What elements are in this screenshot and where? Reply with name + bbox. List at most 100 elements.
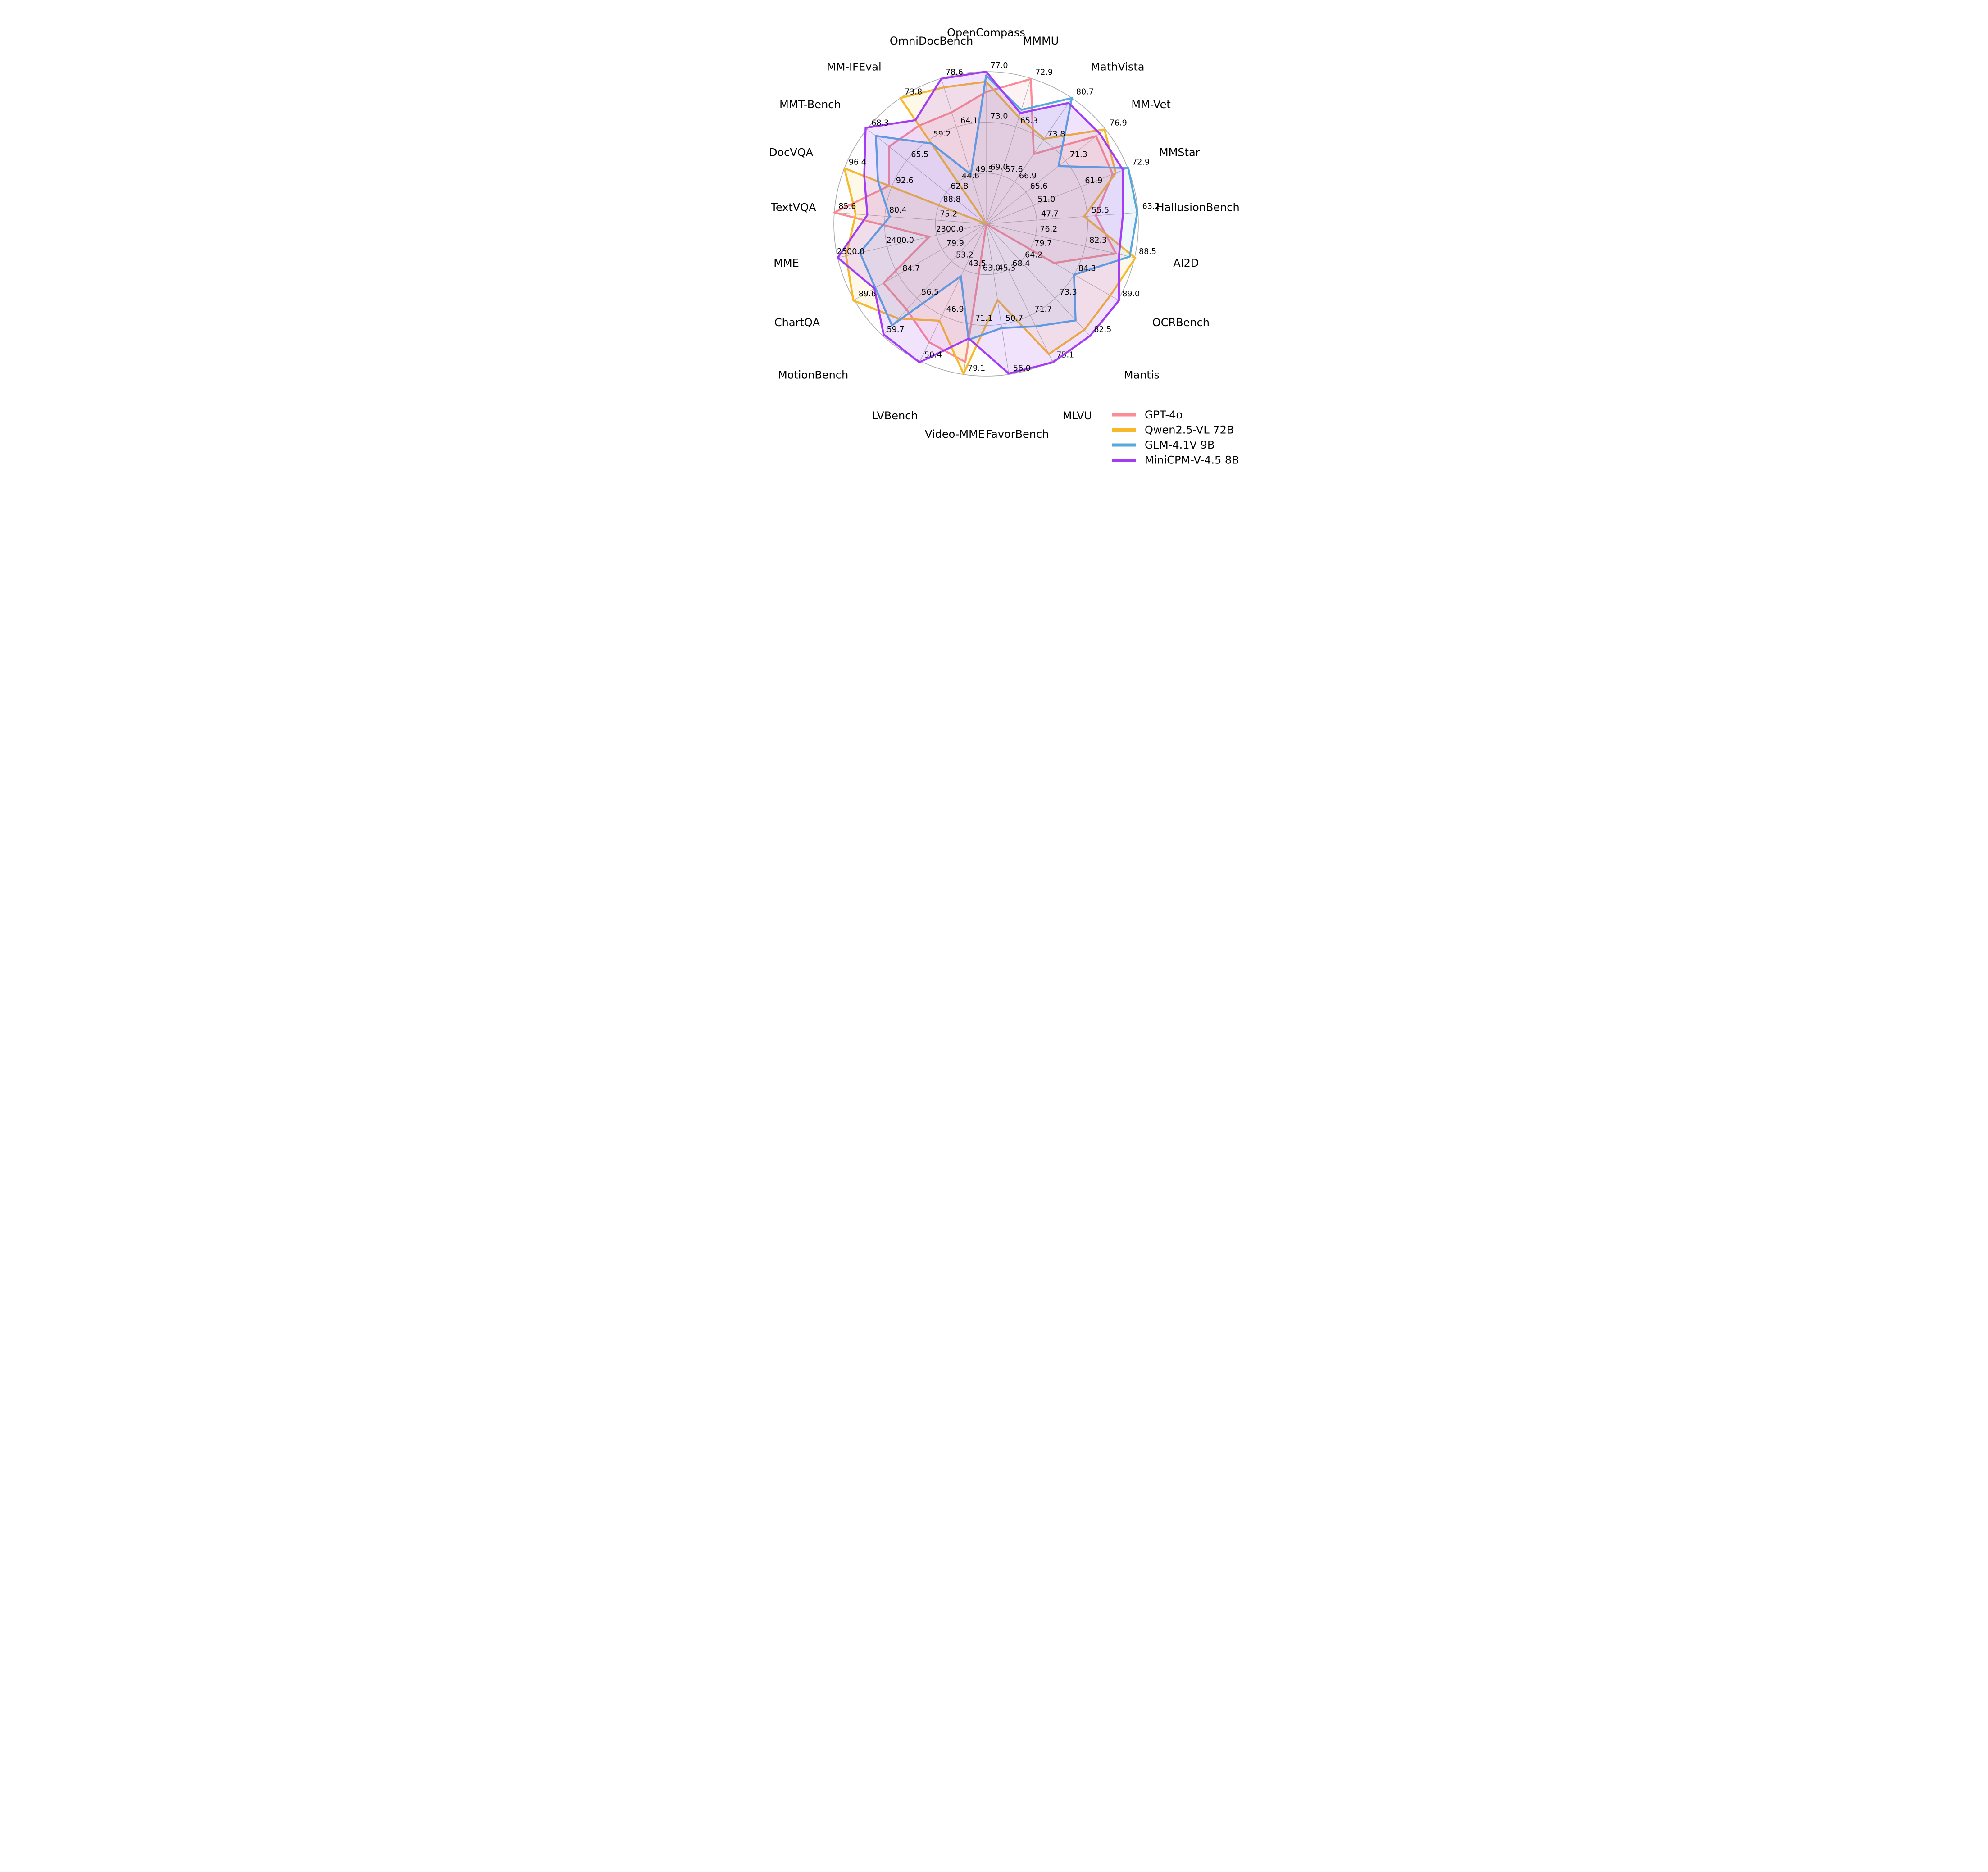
tick-label-textvqa-outer: 85.6 bbox=[838, 202, 856, 211]
radar-chart-svg: 69.0 73.0 77.0 57.6 65.3 72.9 66.9 73.8 80.7 65.6… bbox=[769, 27, 1240, 467]
axis-label-textvqa: TextVQA bbox=[770, 201, 816, 214]
axis-label-lvbench: LVBench bbox=[872, 409, 918, 422]
tick-label-mmstar-middle: 61.9 bbox=[1085, 177, 1102, 186]
tick-label-mme-inner: 2300.0 bbox=[936, 225, 964, 234]
tick-label-docvqa-outer: 96.4 bbox=[849, 158, 866, 167]
tick-label-mlvu-inner: 68.4 bbox=[1012, 259, 1030, 268]
tick-label-mm-ifeval-inner: 44.6 bbox=[962, 172, 979, 181]
tick-label-omnidocbench-inner: 49.5 bbox=[975, 165, 993, 174]
radar-figure: 69.0 73.0 77.0 57.6 65.3 72.9 66.9 73.8 80.7 65.6… bbox=[746, 0, 1242, 468]
tick-label-mm-vet-inner: 65.6 bbox=[1030, 182, 1048, 191]
tick-label-opencompass-middle: 73.0 bbox=[991, 112, 1008, 121]
legend-label-gpt-4o: GPT-4o bbox=[1145, 409, 1183, 421]
legend: GPT-4o Qwen2.5-VL 72B GLM-4.1V 9B MiniCPM-V… bbox=[1112, 409, 1239, 467]
tick-label-mathvista-outer: 80.7 bbox=[1076, 88, 1094, 97]
tick-label-mme-middle: 2400.0 bbox=[887, 236, 914, 245]
tick-label-lvbench-outer: 50.4 bbox=[924, 351, 942, 360]
axis-label-favorbench: FavorBench bbox=[986, 428, 1049, 441]
tick-label-textvqa-middle: 80.4 bbox=[889, 206, 907, 215]
tick-label-ocrbench-inner: 79.7 bbox=[1034, 239, 1052, 248]
tick-label-opencompass-outer: 77.0 bbox=[991, 61, 1008, 70]
axis-spoke-textvqa bbox=[834, 212, 987, 224]
tick-label-motionbench-outer: 59.7 bbox=[887, 325, 905, 334]
tick-label-mm-ifeval-middle: 59.2 bbox=[933, 130, 951, 139]
tick-label-motionbench-middle: 56.5 bbox=[921, 288, 939, 297]
series-polygon-minicpm-v-4-5-8b bbox=[837, 70, 1124, 375]
axis-spoke-mmt-bench bbox=[867, 128, 987, 224]
tick-label-ocrbench-middle: 84.3 bbox=[1078, 264, 1096, 273]
tick-label-lvbench-inner: 43.5 bbox=[969, 259, 986, 268]
axis-spoke-omnidocbench bbox=[941, 78, 987, 224]
tick-label-ai2d-middle: 82.3 bbox=[1089, 236, 1107, 245]
axis-label-docvqa: DocVQA bbox=[769, 146, 814, 159]
tick-label-ocrbench-outer: 89.0 bbox=[1122, 290, 1140, 299]
axis-spoke-motionbench bbox=[882, 223, 987, 336]
axis-label-motionbench: MotionBench bbox=[778, 369, 848, 382]
tick-label-mantis-outer: 82.5 bbox=[1094, 325, 1111, 334]
tick-label-mathvista-middle: 73.8 bbox=[1047, 130, 1065, 139]
axis-label-opencompass: OpenCompass bbox=[947, 27, 1025, 39]
tick-label-video-mme-inner: 63.0 bbox=[983, 264, 1001, 273]
tick-label-docvqa-inner: 88.8 bbox=[943, 195, 961, 204]
axis-label-ocrbench: OCRBench bbox=[1152, 316, 1210, 329]
tick-label-mmt-bench-outer: 68.3 bbox=[871, 118, 889, 127]
axis-label-chartqa: ChartQA bbox=[774, 316, 820, 329]
legend-item-glm-4-1v-9b: GLM-4.1V 9B bbox=[1112, 439, 1215, 451]
tick-label-docvqa-middle: 92.6 bbox=[896, 177, 914, 186]
tick-label-textvqa-inner: 75.2 bbox=[940, 210, 957, 219]
axis-spoke-mlvu bbox=[986, 223, 1053, 361]
tick-label-video-mme-middle: 71.1 bbox=[975, 314, 993, 323]
tick-label-mathvista-inner: 66.9 bbox=[1019, 172, 1037, 181]
series-polygon-glm-4-1v-9b bbox=[859, 74, 1138, 341]
axis-label-mmstar: MMStar bbox=[1159, 146, 1200, 159]
legend-label-minicpm-v-4-5-8b: MiniCPM-V-4.5 8B bbox=[1145, 454, 1239, 467]
tick-label-mmmu-outer: 72.9 bbox=[1035, 68, 1053, 77]
tick-label-ai2d-inner: 76.2 bbox=[1040, 225, 1057, 234]
axis-spoke-ai2d bbox=[986, 223, 1135, 258]
axis-label-mmt-bench: MMT-Bench bbox=[779, 98, 841, 111]
axis-label-video-mme: Video-MME bbox=[925, 428, 985, 441]
tick-label-favorbench-middle: 50.7 bbox=[1005, 314, 1023, 323]
axis-spoke-mme bbox=[837, 223, 987, 258]
tick-label-hallusionbench-middle: 55.5 bbox=[1092, 206, 1109, 215]
axis-label-mm-vet: MM-Vet bbox=[1131, 98, 1170, 111]
tick-label-mmt-bench-inner: 62.8 bbox=[951, 182, 968, 191]
axis-label-mantis: Mantis bbox=[1124, 369, 1160, 382]
axis-spoke-hallusionbench bbox=[986, 212, 1138, 224]
tick-label-mm-vet-outer: 76.9 bbox=[1110, 118, 1127, 127]
tick-label-motionbench-inner: 53.2 bbox=[956, 251, 974, 260]
tick-label-mmstar-inner: 51.0 bbox=[1037, 195, 1055, 204]
legend-item-gpt-4o: GPT-4o bbox=[1112, 409, 1183, 421]
tick-label-mmmu-middle: 65.3 bbox=[1020, 117, 1038, 126]
tick-label-omnidocbench-outer: 78.6 bbox=[946, 68, 963, 77]
axis-spoke-mmstar bbox=[986, 168, 1128, 224]
tick-label-mmstar-outer: 72.9 bbox=[1132, 158, 1150, 167]
axis-spoke-mmmu bbox=[986, 78, 1032, 224]
tick-label-mlvu-outer: 75.1 bbox=[1056, 351, 1074, 360]
tick-label-mmt-bench-middle: 65.5 bbox=[911, 150, 928, 159]
tick-label-mm-ifeval-outer: 73.8 bbox=[905, 88, 922, 97]
axis-spoke-mathvista bbox=[986, 98, 1072, 224]
axis-spoke-mm-vet bbox=[986, 128, 1105, 224]
legend-item-minicpm-v-4-5-8b: MiniCPM-V-4.5 8B bbox=[1112, 454, 1239, 467]
legend-item-qwen2-5-vl-72b: Qwen2.5-VL 72B bbox=[1112, 424, 1234, 436]
legend-label-qwen2-5-vl-72b: Qwen2.5-VL 72B bbox=[1145, 424, 1234, 436]
tick-label-chartqa-inner: 79.9 bbox=[946, 239, 964, 248]
axis-spoke-lvbench bbox=[919, 223, 987, 361]
tick-label-opencompass-inner: 69.0 bbox=[991, 163, 1008, 172]
tick-label-mm-vet-middle: 71.3 bbox=[1070, 150, 1087, 159]
axis-label-mlvu: MLVU bbox=[1063, 409, 1092, 422]
tick-label-hallusionbench-outer: 63.2 bbox=[1142, 202, 1160, 211]
axis-spoke-mantis bbox=[986, 223, 1090, 336]
axis-label-omnidocbench: OmniDocBench bbox=[890, 35, 973, 47]
axis-label-mme: MME bbox=[773, 257, 799, 269]
tick-label-favorbench-inner: 45.3 bbox=[998, 264, 1015, 273]
axis-label-mathvista: MathVista bbox=[1091, 60, 1144, 73]
axis-label-mm-ifeval: MM-IFEval bbox=[827, 60, 882, 73]
tick-label-lvbench-middle: 46.9 bbox=[946, 305, 964, 314]
tick-label-ai2d-outer: 88.5 bbox=[1139, 247, 1156, 256]
tick-label-mantis-middle: 73.3 bbox=[1060, 288, 1077, 297]
tick-label-chartqa-outer: 89.6 bbox=[859, 290, 876, 299]
tick-label-mmmu-inner: 57.6 bbox=[1005, 165, 1023, 174]
tick-label-mme-outer: 2500.0 bbox=[837, 247, 864, 256]
